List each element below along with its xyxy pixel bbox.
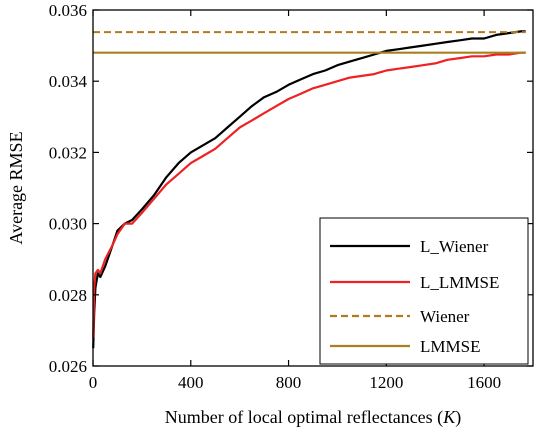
series-line-l-wiener [92,30,526,349]
x-tick-label: 400 [178,373,204,392]
y-tick-label: 0.028 [49,286,87,305]
legend-label: Wiener [420,307,470,326]
x-axis-label-variable: K [442,407,456,427]
y-axis-label: Average RMSE [6,131,26,244]
plot-frame [92,9,534,367]
x-axis-label: Number of local optimal reflectances (K) [165,407,461,428]
x-tick-label: 0 [89,373,98,392]
legend-items: L_Wiener L_LMMSE Wiener LMMSE [330,237,499,356]
y-tick-label: 0.030 [49,215,87,234]
y-tick-label: 0.036 [49,1,87,20]
legend-label: L_Wiener [420,237,489,256]
legend-box [319,217,529,365]
legend: L_Wiener L_LMMSE Wiener LMMSE [319,217,529,365]
x-tick-label: 1600 [467,373,501,392]
series-layer [92,30,526,349]
y-tick-label: 0.032 [49,143,87,162]
x-axis-label-suffix: ) [455,407,461,428]
legend-label: L_LMMSE [420,273,499,292]
x-tick-label: 1200 [369,373,403,392]
series-line-l-lmmse [92,51,526,338]
y-tick-label: 0.034 [49,72,88,91]
x-tick-label: 800 [276,373,302,392]
y-tick-label: 0.026 [49,357,87,376]
x-axis-label-prefix: Number of local optimal reflectances ( [165,407,443,428]
legend-label: LMMSE [420,337,480,356]
ticks-layer: 0 400 800 1200 1600 0.026 0.028 0.030 0.032 0.034… [49,1,533,392]
